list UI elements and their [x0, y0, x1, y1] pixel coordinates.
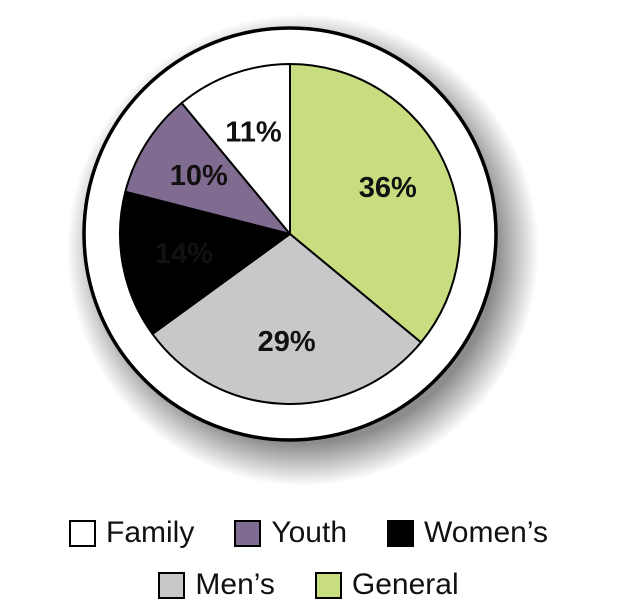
pie-chart-svg: 36% 29% 14% 10% 11%: [67, 14, 539, 486]
pie-slice-family: [180, 63, 291, 235]
legend-label-family: Family: [106, 516, 195, 549]
pie-label-youth: 10%: [170, 160, 228, 192]
pie-slice-general: [289, 63, 461, 344]
pie-slices: [119, 63, 461, 405]
legend-label-men-s: Men’s: [195, 568, 275, 601]
legend-item-youth: Youth: [234, 518, 347, 548]
legend-swatch-women-s: [387, 519, 415, 547]
pie-label-general: 36%: [359, 172, 417, 204]
pie-slice-men-s: [151, 233, 422, 405]
legend-swatch-men-s: [158, 571, 186, 599]
legend-item-women-s: Women’s: [387, 518, 548, 548]
legend-label-women-s: Women’s: [424, 516, 548, 549]
legend-swatch-general: [314, 571, 342, 599]
pie-label-family: 11%: [225, 116, 282, 148]
legend-row-1: Family Youth Women’s: [0, 513, 617, 553]
legend-label-general: General: [351, 568, 459, 601]
pie-labels: 36% 29% 14% 10% 11%: [155, 116, 417, 358]
legend-swatch-family: [69, 519, 97, 547]
pie-slice-youth: [124, 102, 291, 235]
legend-row-2: Men’s General: [0, 565, 617, 605]
legend-item-general: General: [314, 568, 459, 601]
legend-swatch-youth: [234, 519, 262, 547]
legend-label-youth: Youth: [271, 516, 348, 549]
legend-item-family: Family: [69, 518, 194, 548]
pie-label-women-s: 14%: [155, 238, 213, 270]
pie-label-men-s: 29%: [258, 326, 316, 358]
legend-item-men-s: Men’s: [158, 568, 275, 601]
pie-slice-women-s: [119, 190, 291, 335]
